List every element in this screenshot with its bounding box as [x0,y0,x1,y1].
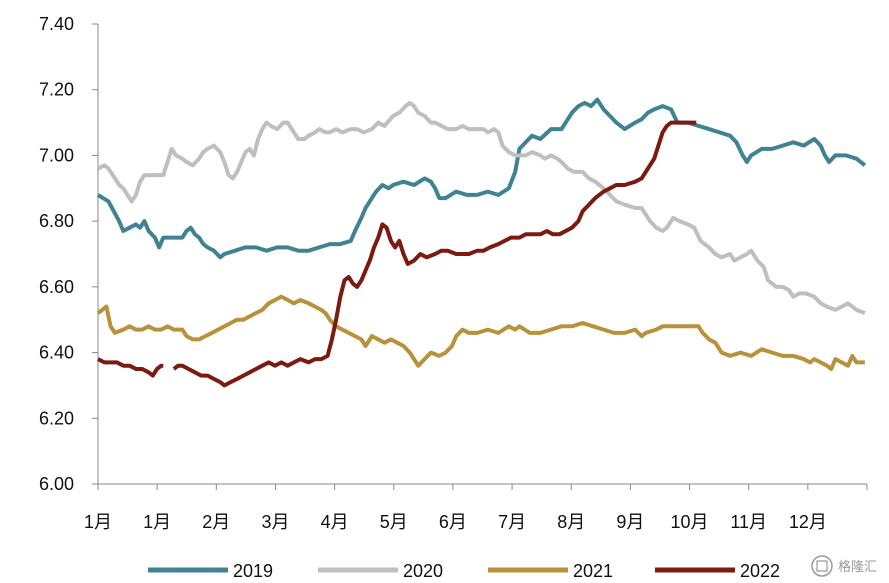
y-tick-label: 7.00 [39,145,74,165]
y-tick-label: 7.40 [39,14,74,34]
series-group [96,97,867,388]
legend: 2019 2020 2021 2022 [148,561,780,581]
x-tick-label: 4月 [321,512,349,532]
x-tick-label: 9月 [616,512,644,532]
axes [97,24,867,485]
x-tick-label: 5月 [380,512,408,532]
x-tick-label: 3月 [261,512,289,532]
x-tick-label: 8月 [557,512,585,532]
x-tick-label: 10月 [671,512,709,532]
x-tick-label: 7月 [498,512,526,532]
watermark-text: 格隆汇 [838,559,877,575]
y-axis-ticks: 7.40 7.20 7.00 6.80 6.60 6.40 6.20 6.00 [39,14,98,494]
x-tick-label: 1月 [143,512,171,532]
series-line-2019 [96,97,867,260]
x-tick-label: 2月 [202,512,230,532]
x-tick-label: 12月 [789,512,827,532]
legend-label-2021: 2021 [573,561,613,581]
watermark: 格隆汇 [811,555,877,577]
x-axis-ticks: 1月 1月 2月 3月 4月 5月 6月 7月 8月 9月 10月 11月 12月 [84,484,868,532]
series-line-2021 [96,294,865,371]
series-line-2020 [97,100,866,315]
y-tick-label: 6.80 [39,211,74,231]
x-tick-label: 6月 [439,512,467,532]
legend-label-2020: 2020 [403,561,443,581]
y-tick-label: 6.60 [39,277,74,297]
x-tick-label: 11月 [730,512,767,532]
x-tick-label: 1月 [84,512,112,532]
y-tick-label: 6.20 [39,408,74,428]
watermark-logo-icon [811,555,833,577]
legend-label-2022: 2022 [740,561,780,581]
watermark-logo-mark [816,560,828,572]
y-tick-label: 6.40 [39,343,74,363]
series-line-2022 [97,120,697,388]
y-tick-label: 7.20 [39,80,74,100]
legend-label-2019: 2019 [233,561,273,581]
y-tick-label: 6.00 [39,474,74,494]
